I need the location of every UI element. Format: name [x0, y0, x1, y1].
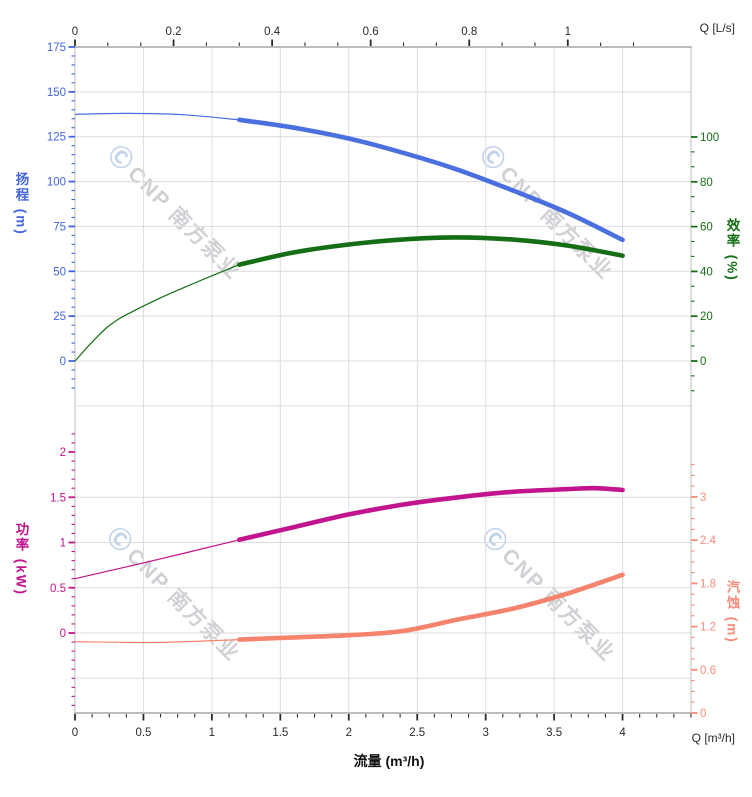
tick-label: 100 [47, 177, 66, 189]
tick-label: 0 [700, 356, 706, 368]
tick-label: 2.5 [409, 727, 425, 739]
tick-label: 3 [700, 492, 706, 504]
tick-label: 0 [700, 708, 706, 720]
tick-label: 125 [47, 132, 66, 144]
tick-label: 0 [60, 628, 66, 640]
tick-label: 3.5 [546, 727, 562, 739]
x-axis-label: 流量 (m³/h) [353, 753, 425, 769]
tick-label: 0.4 [264, 26, 281, 38]
tick-label: 0.6 [363, 26, 379, 38]
tick-label: 100 [700, 132, 719, 144]
tick-label: 0 [72, 26, 78, 38]
tick-label: 1.8 [700, 578, 716, 590]
curves [74, 112, 625, 644]
efficiency-axis-title: 效率 (%) [724, 218, 740, 282]
tick-label: 80 [700, 177, 713, 189]
tick-label: 0.8 [461, 26, 477, 38]
tick-labels: 025507510012515017502040608010000.511.52… [47, 26, 719, 739]
tick-label: 75 [53, 221, 66, 233]
tick-label: 20 [700, 311, 713, 323]
tick-label: 1 [209, 727, 215, 739]
tick-label: 1.5 [50, 492, 66, 504]
功率-curve [237, 485, 625, 543]
tick-label: 50 [53, 266, 66, 278]
tick-label: 1.2 [700, 622, 716, 634]
扬程-curve-thin [74, 112, 240, 121]
效率-curve [237, 235, 625, 267]
tick-label: 150 [47, 87, 66, 99]
tick-label: 4 [619, 727, 626, 739]
tick-label: 2.4 [700, 535, 717, 547]
汽蚀-curve-thin [74, 639, 240, 644]
gridlines [75, 47, 691, 713]
tick-label: 25 [53, 311, 66, 323]
tick-label: 175 [47, 42, 66, 54]
tick-label: 0 [72, 727, 78, 739]
tick-label: 0 [60, 356, 66, 368]
plot-frame [74, 46, 692, 714]
tick-label: 1.5 [272, 727, 288, 739]
bottom-axis-unit-label: Q [m³/h] [691, 731, 735, 745]
axis-ticks [68, 39, 698, 721]
tick-label: 2 [346, 727, 352, 739]
top-axis-unit-label: Q [L/s] [699, 21, 735, 35]
扬程-curve [237, 117, 625, 243]
功率-curve-thin [74, 539, 240, 580]
tick-label: 3 [482, 727, 488, 739]
npsh-axis-title: 汽蚀 (m) [724, 580, 740, 644]
tick-label: 0.6 [700, 665, 716, 677]
tick-label: 60 [700, 222, 713, 234]
power-axis-title: 功率 (kW) [13, 522, 29, 596]
head-axis-title: 扬程 (m) [13, 172, 29, 236]
tick-label: 0.5 [50, 583, 66, 595]
tick-label: 0.5 [135, 727, 151, 739]
汽蚀-curve [237, 572, 625, 642]
效率-curve-thin [74, 264, 240, 362]
tick-label: 1 [60, 538, 66, 550]
tick-label: 2 [60, 447, 66, 459]
tick-label: 1 [565, 26, 571, 38]
tick-label: 40 [700, 266, 713, 278]
tick-label: 0.2 [166, 26, 182, 38]
